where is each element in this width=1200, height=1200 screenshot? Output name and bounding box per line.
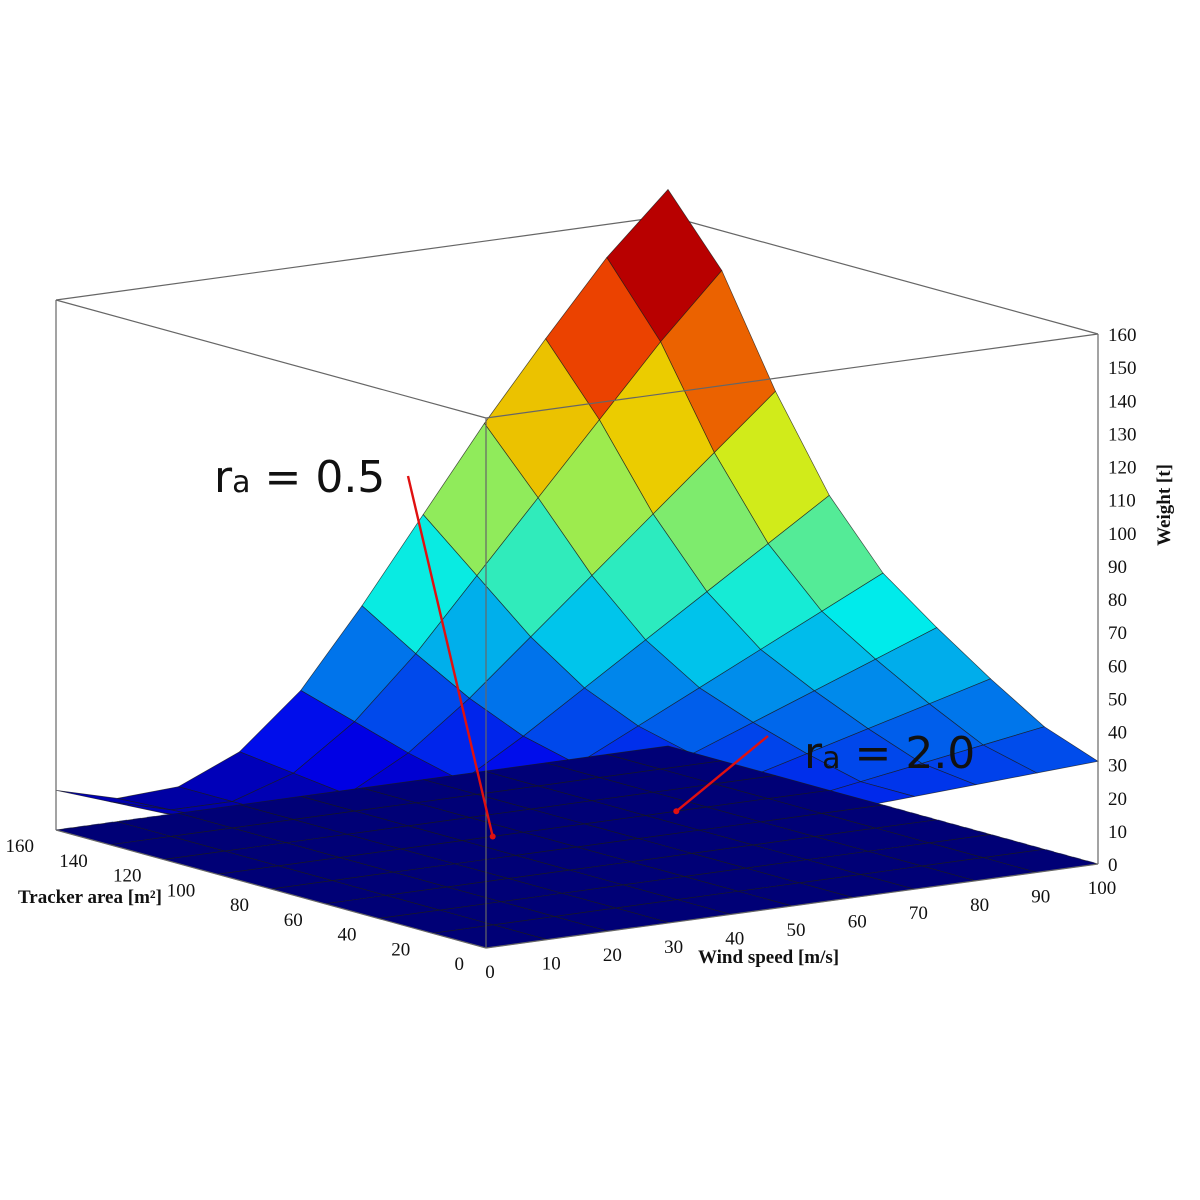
- front-box-frame: [55, 299, 1099, 949]
- y-tick-label: 70: [909, 903, 928, 924]
- y-tick-label: 60: [848, 912, 867, 933]
- z-tick-label: 20: [1108, 789, 1127, 810]
- annotation-marker: [673, 808, 680, 815]
- z-tick-label: 30: [1108, 756, 1127, 777]
- z-tick-label: 90: [1108, 557, 1127, 578]
- annotations: ra = 0.5 ra = 2.0: [214, 452, 975, 840]
- z-tick-label: 150: [1108, 358, 1137, 379]
- top-edge: [485, 333, 1099, 419]
- floor-edge: [55, 829, 487, 949]
- z-axis-title: Weight [t]: [1154, 464, 1175, 546]
- y-tick-label: 40: [725, 928, 744, 949]
- y-tick-label: 30: [664, 937, 683, 958]
- x-tick-label: 0: [455, 954, 465, 975]
- y-tick-label: 0: [485, 962, 495, 983]
- top-edge: [55, 299, 487, 419]
- x-tick-label: 140: [59, 851, 88, 872]
- x-tick-label: 160: [6, 836, 35, 857]
- annotation-label: ra = 0.5: [214, 452, 385, 503]
- z-tick-label: 130: [1108, 424, 1137, 445]
- x-tick-label: 40: [338, 925, 357, 946]
- z-tick-label: 10: [1108, 822, 1127, 843]
- annotation-label: ra = 2.0: [804, 728, 975, 779]
- z-tick-label: 160: [1108, 325, 1137, 346]
- top-edge: [667, 215, 1099, 335]
- z-tick-label: 100: [1108, 524, 1137, 545]
- y-tick-label: 50: [787, 920, 806, 941]
- annotation-marker: [489, 833, 496, 840]
- z-tick-label: 120: [1108, 458, 1137, 479]
- annotation-leader-line: [406, 475, 494, 837]
- x-tick-label: 60: [284, 910, 303, 931]
- x-tick-label: 20: [391, 939, 410, 960]
- x-tick-label: 100: [167, 880, 196, 901]
- y-tick-label: 20: [603, 945, 622, 966]
- z-tick-label: 50: [1108, 689, 1127, 710]
- z-tick-label: 40: [1108, 723, 1127, 744]
- y-tick-label: 80: [970, 895, 989, 916]
- y-tick-label: 100: [1088, 878, 1117, 899]
- y-axis-title: Wind speed [m/s]: [698, 947, 839, 968]
- z-tick-label: 140: [1108, 391, 1137, 412]
- floor-edge: [485, 863, 1099, 949]
- surface-mesh: [55, 188, 1099, 949]
- annotation-leader-line: [675, 735, 769, 813]
- x-axis-title: Tracker area [m²]: [18, 887, 162, 908]
- y-tick-label: 10: [542, 954, 561, 975]
- y-tick-label: 90: [1031, 886, 1050, 907]
- top-edge: [55, 215, 669, 301]
- z-tick-label: 70: [1108, 623, 1127, 644]
- x-tick-label: 80: [230, 895, 249, 916]
- z-tick-label: 110: [1108, 491, 1136, 512]
- z-tick-label: 60: [1108, 656, 1127, 677]
- z-tick-label: 80: [1108, 590, 1127, 611]
- z-tick-label: 0: [1108, 855, 1118, 876]
- x-tick-label: 120: [113, 866, 142, 887]
